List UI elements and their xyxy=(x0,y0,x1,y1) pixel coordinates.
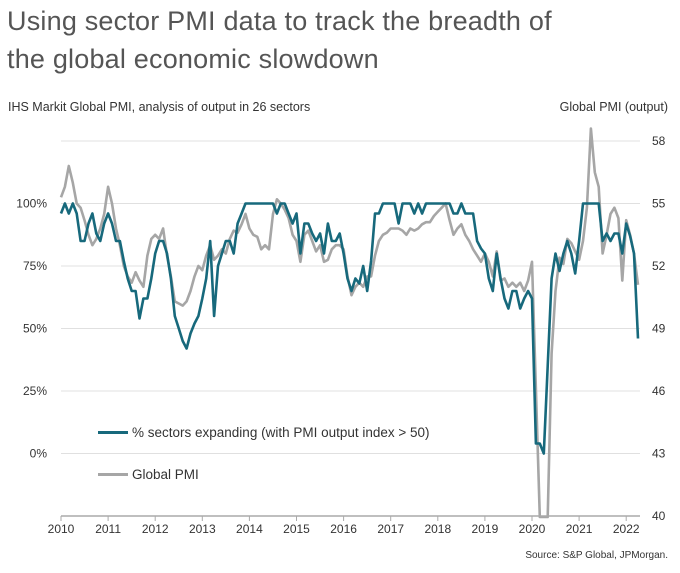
legend-swatch-global-pmi xyxy=(98,473,128,476)
right-axis-tick-label: 52 xyxy=(652,259,666,273)
x-axis-tick-label: 2018 xyxy=(424,522,451,536)
x-axis-tick-label: 2021 xyxy=(566,522,593,536)
x-axis-tick-label: 2015 xyxy=(283,522,310,536)
left-axis-tick-label: 25% xyxy=(23,384,47,398)
x-axis-tick-label: 2011 xyxy=(95,522,121,536)
right-axis-tick-label: 49 xyxy=(652,322,666,336)
x-axis-tick-label: 2016 xyxy=(330,522,357,536)
legend-item-global-pmi: Global PMI xyxy=(98,467,199,482)
right-axis-tick-label: 40 xyxy=(652,509,666,523)
x-axis-tick-label: 2017 xyxy=(377,522,404,536)
right-axis-tick-label: 43 xyxy=(652,447,666,461)
right-axis-tick-label: 58 xyxy=(652,134,666,148)
legend-label-sectors: % sectors expanding (with PMI output ind… xyxy=(132,425,430,440)
left-axis-subtitle: IHS Markit Global PMI, analysis of outpu… xyxy=(8,100,311,114)
x-axis-tick-label: 2012 xyxy=(142,522,169,536)
legend-item-sectors: % sectors expanding (with PMI output ind… xyxy=(98,425,430,440)
x-axis-tick-label: 2020 xyxy=(519,522,546,536)
right-axis-tick-label: 55 xyxy=(652,197,666,211)
x-axis-tick-label: 2013 xyxy=(189,522,216,536)
series-line-sectors-expanding xyxy=(59,202,640,455)
series-line-global-pmi xyxy=(59,127,640,519)
x-axis-tick-label: 2019 xyxy=(472,522,499,536)
chart-title-line-1: Using sector PMI data to track the bread… xyxy=(7,6,552,36)
legend-swatch-sectors xyxy=(98,431,128,434)
x-axis-tick-label: 2022 xyxy=(613,522,640,536)
x-axis-tick-label: 2014 xyxy=(236,522,263,536)
source-note: Source: S&P Global, JPMorgan. xyxy=(525,550,668,561)
chart-title-line-2: the global economic slowdown xyxy=(7,44,379,74)
right-axis-subtitle: Global PMI (output) xyxy=(559,100,668,114)
right-axis-tick-label: 46 xyxy=(652,384,666,398)
left-axis-tick-label: 100% xyxy=(16,197,47,211)
left-axis-tick-label: 0% xyxy=(30,447,48,461)
x-axis-tick-label: 2010 xyxy=(48,522,75,536)
legend-label-global-pmi: Global PMI xyxy=(132,467,199,482)
left-axis-tick-label: 50% xyxy=(23,322,47,336)
left-axis-tick-label: 75% xyxy=(23,259,47,273)
